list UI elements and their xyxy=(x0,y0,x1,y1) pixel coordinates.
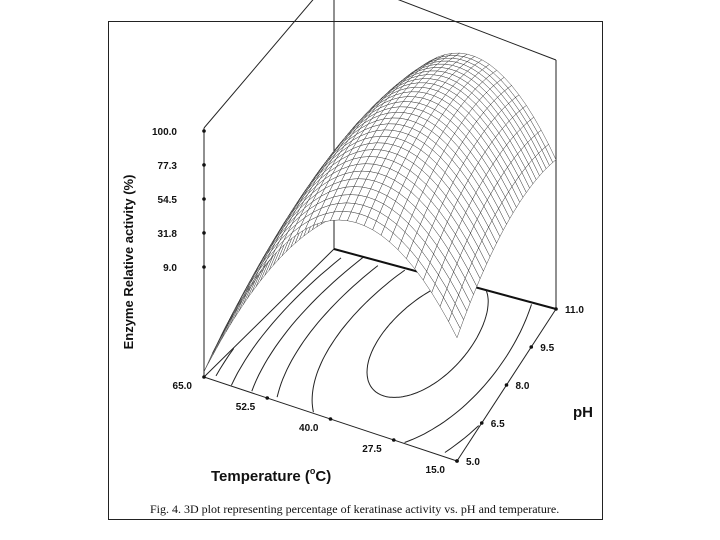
axis-ticks: 9.0 31.8 54.5 77.3 100.0 65.0 52.5 40.0 27.5 15.0… xyxy=(152,127,584,476)
x-axis-degree-symbol: o xyxy=(310,466,316,476)
y-tick-4 xyxy=(554,307,558,311)
top-left-wall-edge xyxy=(203,0,314,129)
contour-line-3 xyxy=(276,265,480,453)
x-tick-label-2: 40.0 xyxy=(299,423,319,434)
z-tick-label-2: 54.5 xyxy=(158,195,178,206)
y-tick-0 xyxy=(455,459,459,463)
x-tick-0 xyxy=(202,375,206,379)
z-tick-label-0: 9.0 xyxy=(163,263,177,274)
top-right-wall-edge xyxy=(397,0,557,61)
y-tick-label-1: 6.5 xyxy=(491,419,505,430)
x-tick-1 xyxy=(265,396,270,400)
z-tick-0 xyxy=(202,265,206,269)
y-axis-title: pH xyxy=(573,404,593,421)
z-tick-2 xyxy=(202,197,206,201)
y-tick-3 xyxy=(529,345,534,349)
plot-box-front-edges xyxy=(203,308,557,462)
figure-caption: Fig. 4. 3D plot representing percentage … xyxy=(150,502,560,516)
x-axis-title: Temperature (oC) xyxy=(211,466,331,485)
x-tick-label-1: 52.5 xyxy=(236,402,256,413)
z-tick-4 xyxy=(202,129,206,133)
y-tick-label-2: 8.0 xyxy=(516,381,530,392)
x-tick-label-3: 27.5 xyxy=(362,444,382,455)
surface-cell-899 xyxy=(448,311,461,339)
x-axis-title-text: Temperature ( xyxy=(211,468,310,485)
x-tick-2 xyxy=(328,417,333,421)
x-tick-label-0: 65.0 xyxy=(173,381,193,392)
z-tick-label-4: 100.0 xyxy=(152,127,177,138)
response-surface xyxy=(203,52,557,372)
contour-line-5 xyxy=(230,257,342,386)
floor-contours xyxy=(215,256,532,453)
z-tick-label-3: 77.3 xyxy=(158,161,178,172)
y-tick-label-0: 5.0 xyxy=(466,457,480,468)
y-tick-label-3: 9.5 xyxy=(540,343,554,354)
x-tick-label-4: 15.0 xyxy=(426,465,446,476)
y-tick-1 xyxy=(479,421,484,425)
z-tick-1 xyxy=(202,231,206,235)
z-axis-title: Enzyme Relative activity (%) xyxy=(121,175,136,350)
x-axis-unit: C) xyxy=(315,468,331,485)
contour-line-6 xyxy=(215,348,235,377)
y-tick-2 xyxy=(504,383,509,387)
x-tick-3 xyxy=(391,438,396,442)
y-tick-label-4: 11.0 xyxy=(565,305,584,316)
z-tick-3 xyxy=(202,163,206,167)
z-tick-label-1: 31.8 xyxy=(158,229,178,240)
floor-back-left-edge xyxy=(203,248,335,378)
contour-line-4 xyxy=(251,256,364,392)
contour-line-2 xyxy=(311,269,532,443)
